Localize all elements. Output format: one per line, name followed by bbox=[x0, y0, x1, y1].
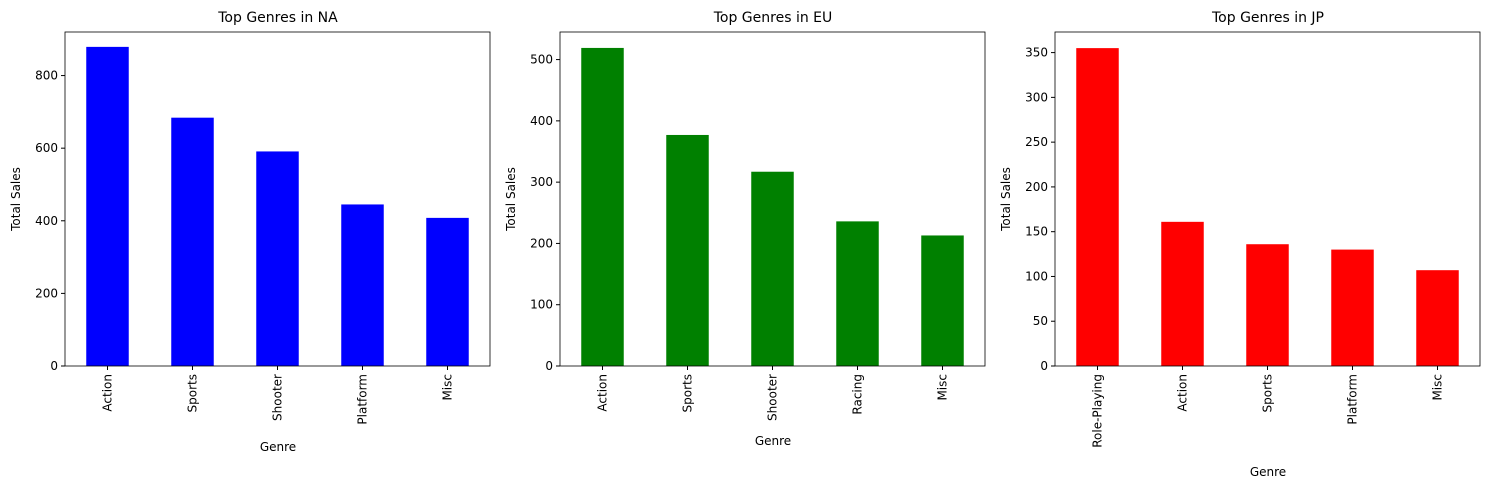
y-tick-label: 0 bbox=[1040, 359, 1048, 373]
y-tick-label: 800 bbox=[35, 69, 58, 83]
x-tick-label: Sports bbox=[186, 374, 200, 412]
y-axis-label: Total Sales bbox=[9, 167, 23, 232]
y-tick-label: 100 bbox=[1025, 269, 1048, 283]
plot-frame bbox=[559, 31, 986, 367]
x-tick-label: Shooter bbox=[766, 374, 780, 421]
y-tick-label: 350 bbox=[1025, 46, 1048, 60]
x-axis-label: Genre bbox=[260, 440, 296, 454]
x-tick-label: Platform bbox=[356, 374, 370, 425]
y-tick-label: 500 bbox=[530, 53, 553, 67]
plot-area: 0 200 400 600 800 Action Sports Shooter Platform… bbox=[35, 31, 491, 425]
x-tick-label: Misc bbox=[1431, 374, 1445, 401]
x-tick-label: Sports bbox=[1261, 374, 1275, 412]
plot-frame bbox=[64, 31, 491, 367]
y-tick-label: 300 bbox=[1025, 90, 1048, 104]
bar-sports bbox=[171, 117, 214, 367]
y-tick-label: 100 bbox=[530, 298, 553, 312]
y-tick-label: 300 bbox=[530, 175, 553, 189]
bar-action bbox=[581, 47, 624, 367]
y-axis-label: Total Sales bbox=[999, 167, 1013, 232]
bar-platform bbox=[341, 204, 384, 366]
x-tick-label: Misc bbox=[441, 374, 455, 401]
x-axis-label: Genre bbox=[755, 434, 791, 448]
x-tick-label: Platform bbox=[1346, 374, 1360, 425]
y-tick-label: 200 bbox=[530, 236, 553, 250]
y-tick-label: 250 bbox=[1025, 135, 1048, 149]
x-tick-label: Shooter bbox=[271, 374, 285, 421]
x-tick-label: Role-Playing bbox=[1091, 374, 1105, 448]
bar-misc bbox=[1416, 270, 1459, 366]
bar-action bbox=[1161, 221, 1204, 366]
y-tick-label: 150 bbox=[1025, 225, 1048, 239]
chart-title: Top Genres in EU bbox=[713, 10, 833, 26]
bar-action bbox=[86, 46, 129, 366]
bar-platform bbox=[1331, 249, 1374, 366]
y-tick-label: 600 bbox=[35, 141, 58, 155]
plot-frame bbox=[1054, 31, 1481, 367]
x-tick-label: Racing bbox=[851, 374, 865, 415]
y-tick-label: 400 bbox=[35, 214, 58, 228]
y-tick-label: 200 bbox=[35, 286, 58, 300]
bar-misc bbox=[426, 217, 469, 366]
y-tick-label: 0 bbox=[50, 359, 58, 373]
x-tick-label: Action bbox=[101, 374, 115, 412]
chart-panel-jp: Top Genres in JP Genre Total Sales 0 50 10… bbox=[999, 10, 1481, 479]
plot-area: 0 100 200 300 400 500 Action Sports Shooter Racin… bbox=[530, 31, 986, 421]
bar-role-playing bbox=[1076, 48, 1119, 367]
chart-title: Top Genres in JP bbox=[1211, 10, 1324, 26]
x-tick-label: Misc bbox=[936, 374, 950, 401]
y-tick-label: 400 bbox=[530, 114, 553, 128]
bar-misc bbox=[921, 235, 964, 366]
chart-panel-na: Top Genres in NA Genre Total Sales 0 200 4… bbox=[9, 10, 491, 454]
y-axis-label: Total Sales bbox=[504, 167, 518, 232]
y-tick-label: 200 bbox=[1025, 180, 1048, 194]
chart-panel-eu: Top Genres in EU Genre Total Sales 0 100 2… bbox=[504, 10, 986, 448]
plot-area: 0 50 100 150 200 250 300 350 Role-Playing Action S… bbox=[1025, 31, 1481, 448]
y-tick-label: 50 bbox=[1033, 314, 1048, 328]
chart-title: Top Genres in NA bbox=[217, 10, 338, 26]
bar-shooter bbox=[751, 171, 794, 366]
y-tick-label: 0 bbox=[545, 359, 553, 373]
x-tick-label: Action bbox=[596, 374, 610, 412]
x-tick-label: Action bbox=[1176, 374, 1190, 412]
bar-shooter bbox=[256, 151, 299, 366]
bar-racing bbox=[836, 221, 879, 366]
x-axis-label: Genre bbox=[1250, 465, 1286, 479]
bar-sports bbox=[666, 134, 709, 366]
bar-sports bbox=[1246, 244, 1289, 366]
x-tick-label: Sports bbox=[681, 374, 695, 412]
